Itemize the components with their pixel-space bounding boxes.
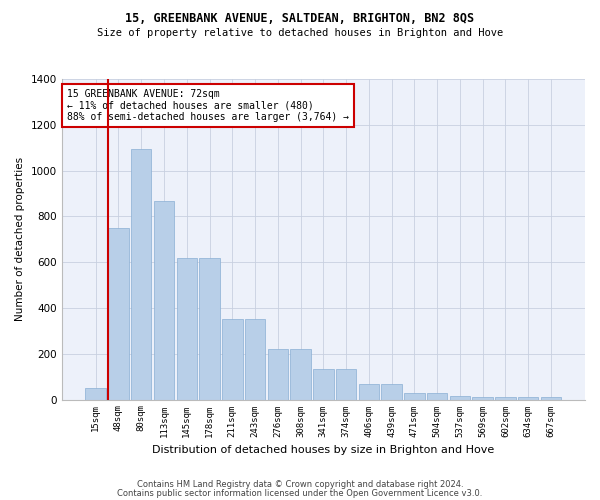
Bar [268, 349, 288, 400]
Bar [495, 398, 515, 400]
Bar [427, 392, 448, 400]
Text: 15 GREENBANK AVENUE: 72sqm
← 11% of detached houses are smaller (480)
88% of sem: 15 GREENBANK AVENUE: 72sqm ← 11% of deta… [67, 88, 349, 122]
Text: Contains public sector information licensed under the Open Government Licence v3: Contains public sector information licen… [118, 488, 482, 498]
Bar [518, 398, 538, 400]
Bar [85, 388, 106, 400]
Bar [472, 397, 493, 400]
Bar [176, 258, 197, 400]
Bar [222, 320, 242, 400]
Bar [313, 368, 334, 400]
Y-axis label: Number of detached properties: Number of detached properties [15, 157, 25, 322]
Bar [199, 258, 220, 400]
Bar [382, 384, 402, 400]
Text: Contains HM Land Registry data © Crown copyright and database right 2024.: Contains HM Land Registry data © Crown c… [137, 480, 463, 489]
Bar [541, 398, 561, 400]
Text: 15, GREENBANK AVENUE, SALTDEAN, BRIGHTON, BN2 8QS: 15, GREENBANK AVENUE, SALTDEAN, BRIGHTON… [125, 12, 475, 26]
Bar [404, 392, 425, 400]
Bar [359, 384, 379, 400]
Bar [449, 396, 470, 400]
Bar [245, 320, 265, 400]
Bar [154, 202, 174, 400]
Bar [131, 149, 151, 400]
X-axis label: Distribution of detached houses by size in Brighton and Hove: Distribution of detached houses by size … [152, 445, 494, 455]
Bar [290, 349, 311, 400]
Text: Size of property relative to detached houses in Brighton and Hove: Size of property relative to detached ho… [97, 28, 503, 38]
Bar [108, 228, 129, 400]
Bar [336, 368, 356, 400]
